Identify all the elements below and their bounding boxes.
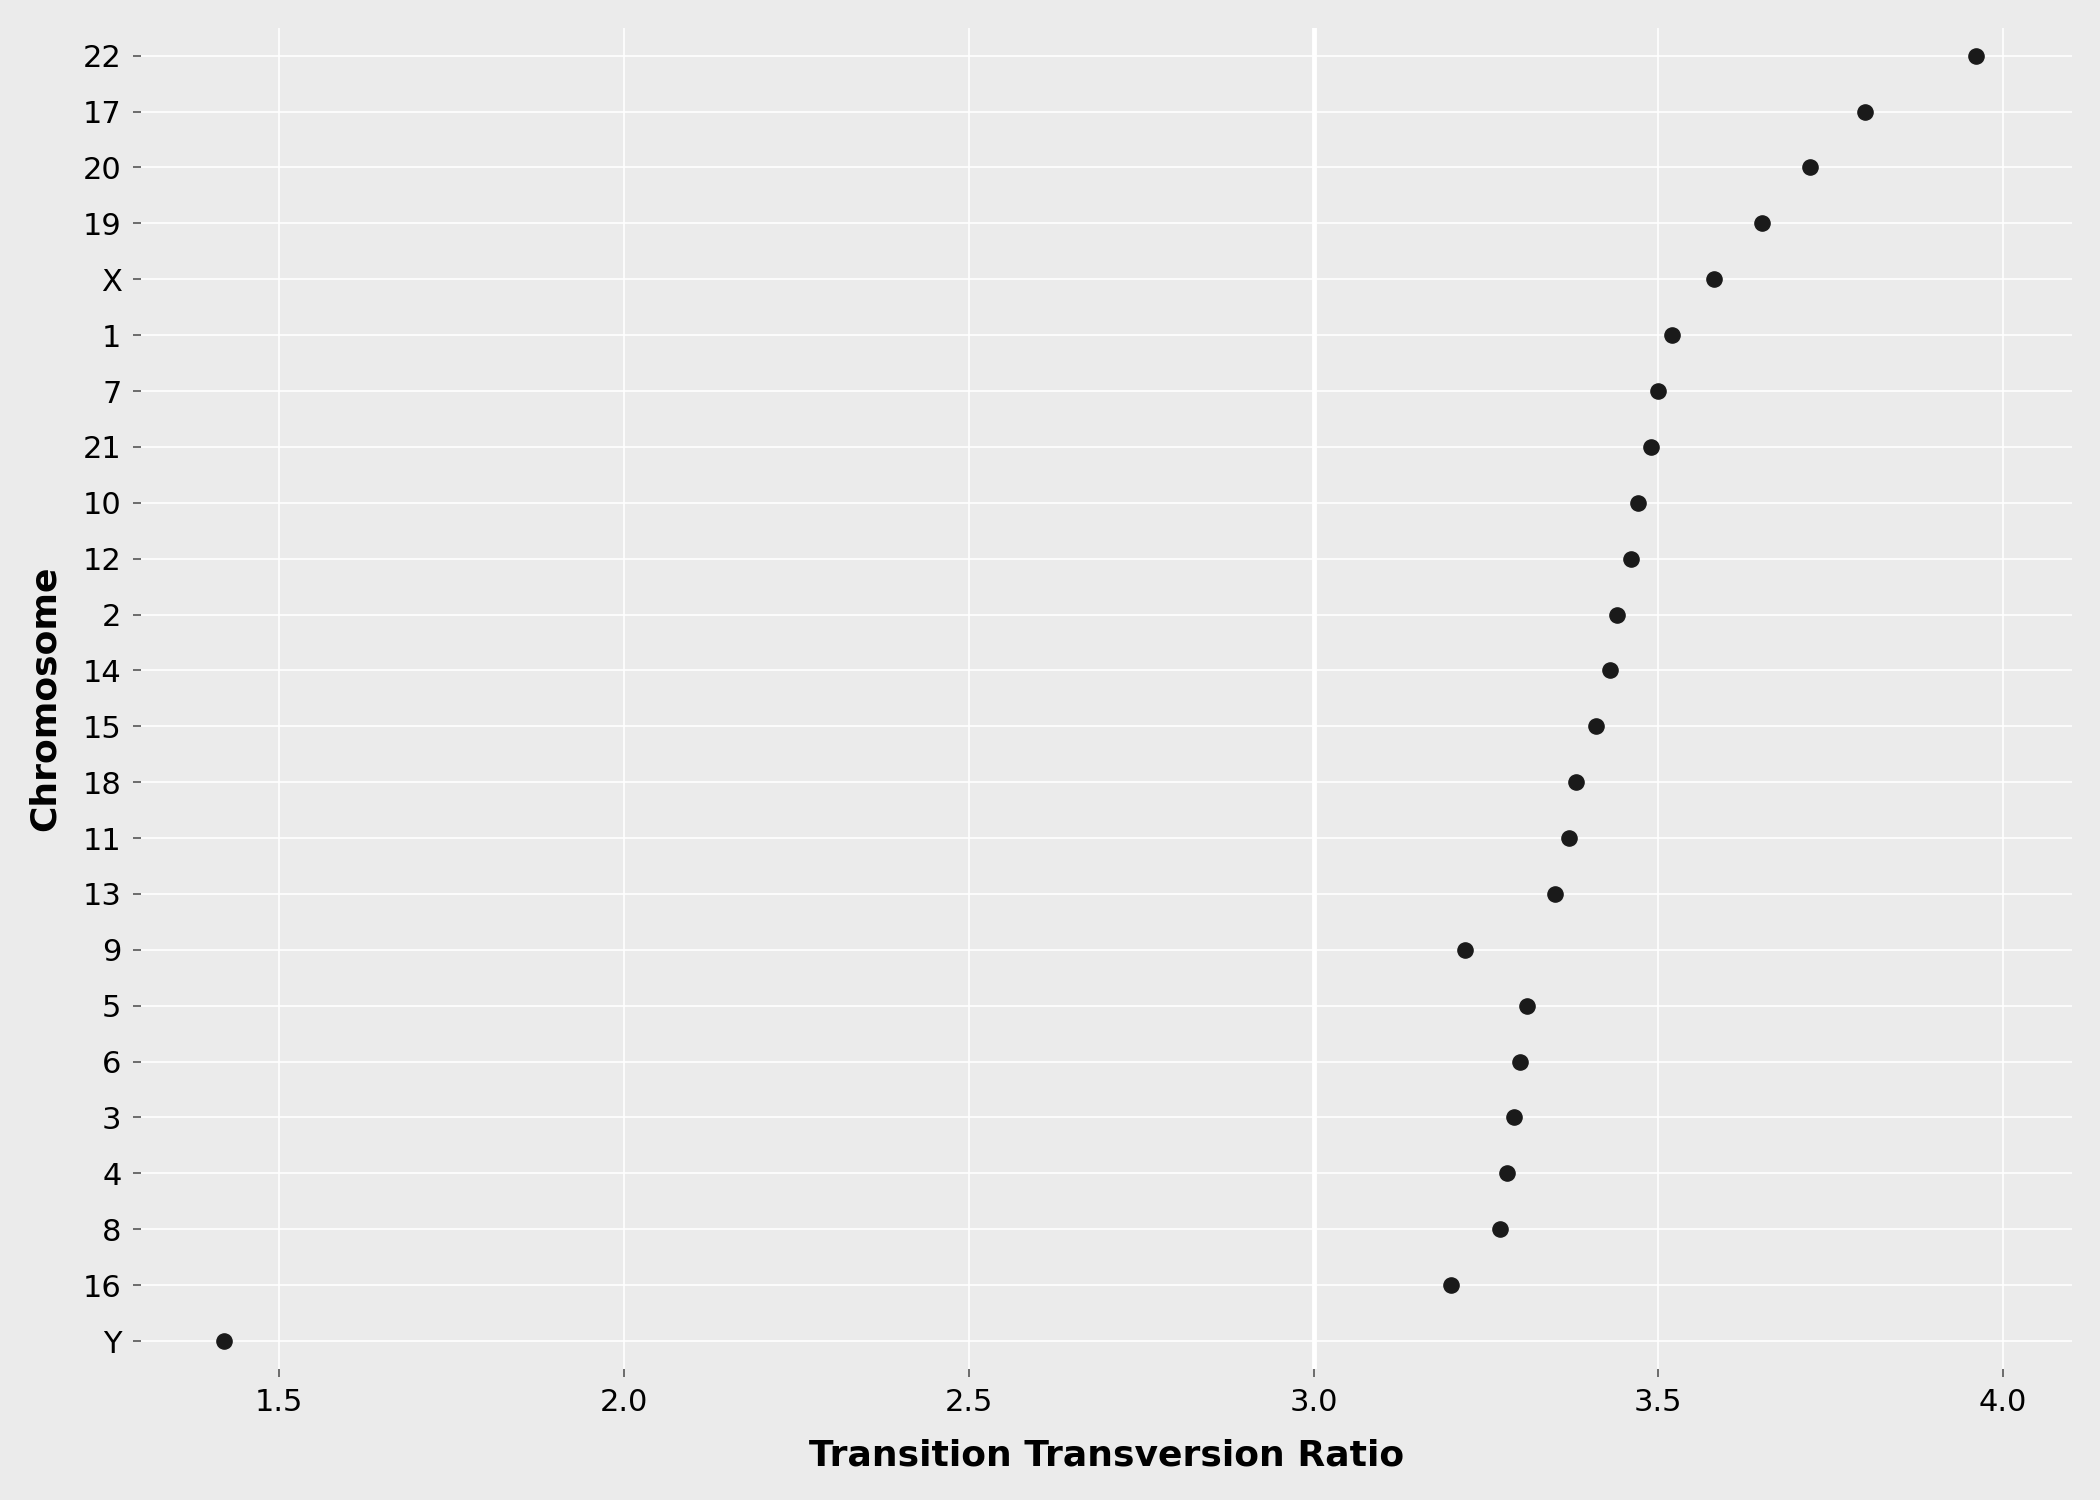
- Point: [1497, 1106, 1531, 1130]
- Point: [1558, 770, 1592, 794]
- Point: [1655, 322, 1688, 346]
- Point: [1537, 882, 1571, 906]
- Y-axis label: Chromosome: Chromosome: [27, 566, 61, 831]
- Point: [1504, 1050, 1537, 1074]
- Point: [208, 1329, 242, 1353]
- X-axis label: Transition Transversion Ratio: Transition Transversion Ratio: [808, 1438, 1405, 1472]
- Point: [1510, 993, 1544, 1017]
- Point: [1697, 267, 1730, 291]
- Point: [1615, 546, 1649, 570]
- Point: [1848, 99, 1882, 123]
- Point: [1489, 1161, 1522, 1185]
- Point: [1449, 938, 1483, 962]
- Point: [1621, 490, 1655, 514]
- Point: [1959, 44, 1993, 68]
- Point: [1634, 435, 1667, 459]
- Point: [1600, 603, 1634, 627]
- Point: [1483, 1216, 1516, 1240]
- Point: [1594, 658, 1628, 682]
- Point: [1642, 380, 1676, 404]
- Point: [1793, 156, 1827, 180]
- Point: [1434, 1274, 1468, 1298]
- Point: [1745, 211, 1779, 236]
- Point: [1552, 827, 1586, 850]
- Point: [1579, 714, 1613, 738]
